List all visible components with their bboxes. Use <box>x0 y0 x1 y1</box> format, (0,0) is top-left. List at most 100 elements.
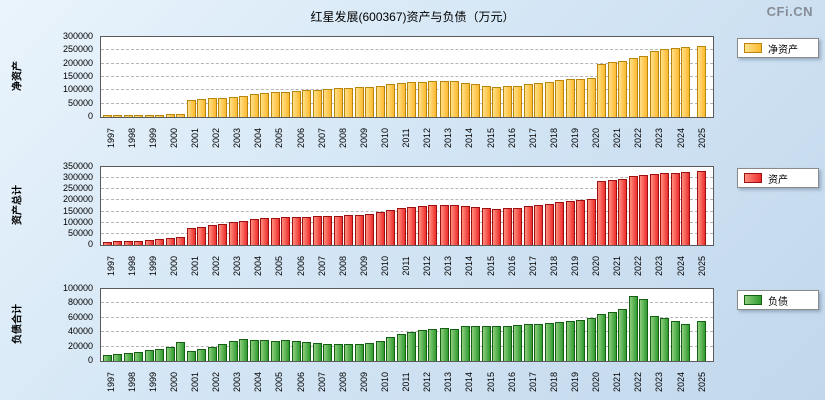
year-bar-group <box>649 37 670 117</box>
year-bar-group <box>102 167 123 245</box>
bar <box>418 330 428 361</box>
x-tick-label: 2022 <box>633 127 644 149</box>
bar <box>344 344 354 361</box>
year-bar-group <box>628 37 649 117</box>
x-tick-label: 2024 <box>675 371 686 393</box>
x-tick-label: 2002 <box>211 371 222 393</box>
x-tick-cell: 2020 <box>586 362 607 400</box>
legend-liabilities: 负债 <box>737 290 819 310</box>
bar <box>281 340 291 361</box>
year-bar-group <box>544 289 565 361</box>
bar <box>512 325 522 361</box>
year-bar-group <box>165 289 186 361</box>
bar <box>397 334 407 361</box>
bar <box>197 99 207 117</box>
y-tick-label: 100000 <box>62 283 93 293</box>
x-tick-label: 2002 <box>211 127 222 149</box>
bar <box>554 80 564 117</box>
x-tick-label: 2017 <box>527 255 538 277</box>
legend-net-assets: 净资产 <box>737 38 819 58</box>
bar <box>575 200 585 245</box>
legend-assets: 资产 <box>737 168 819 188</box>
year-bar-group <box>649 167 670 245</box>
bar <box>124 353 134 361</box>
x-tick-label: 2018 <box>548 255 559 277</box>
bar <box>103 241 113 245</box>
x-tick-label: 2019 <box>569 127 580 149</box>
x-tick-cell: 2001 <box>184 362 205 400</box>
x-tick-label: 2016 <box>506 127 517 149</box>
x-tick-cell: 2014 <box>459 362 480 400</box>
bar <box>239 339 249 361</box>
year-bar-group <box>165 37 186 117</box>
x-tick-cell: 1998 <box>121 246 142 286</box>
x-tick-cell: 2022 <box>628 362 649 400</box>
bar <box>512 207 522 245</box>
year-bar-group <box>270 37 291 117</box>
bar <box>533 324 543 361</box>
cfi-logo[interactable]: CFi.CN <box>766 4 813 19</box>
gridline <box>101 177 713 179</box>
bar <box>197 349 207 361</box>
x-tick-cell: 2025 <box>691 246 712 286</box>
bar <box>208 346 218 361</box>
year-bar-group <box>291 167 312 245</box>
x-tick-label: 2019 <box>569 371 580 393</box>
bar <box>145 239 155 245</box>
x-tick-label: 2001 <box>189 371 200 393</box>
gridline <box>101 188 713 190</box>
x-tick-label: 1999 <box>147 127 158 149</box>
year-bar-group <box>417 167 438 245</box>
year-bar-group <box>691 37 712 117</box>
x-tick-cell: 2004 <box>248 362 269 400</box>
bar <box>281 91 291 117</box>
year-bar-group <box>670 37 691 117</box>
x-tick-cell: 2003 <box>227 118 248 158</box>
year-bar-group <box>333 167 354 245</box>
year-bar-group <box>228 167 249 245</box>
bar <box>460 205 470 245</box>
year-bar-group <box>333 289 354 361</box>
bar <box>134 240 144 245</box>
legend-label: 资产 <box>768 174 788 186</box>
bar <box>586 78 596 117</box>
year-bar-group <box>607 289 628 361</box>
bar <box>334 344 344 361</box>
bar <box>302 342 312 361</box>
x-tick-label: 2014 <box>464 255 475 277</box>
year-bar-group <box>586 37 607 117</box>
x-tick-label: 2009 <box>358 255 369 277</box>
x-tick-cell: 2009 <box>353 362 374 400</box>
bar <box>302 216 312 245</box>
x-tick-label: 2007 <box>316 127 327 149</box>
x-tick-label: 2023 <box>654 371 665 393</box>
bar <box>586 199 596 245</box>
bar <box>659 317 669 361</box>
legend-swatch <box>744 173 762 183</box>
x-tick-cell: 2022 <box>628 118 649 158</box>
year-bar-group <box>481 289 502 361</box>
bar <box>134 352 144 361</box>
net-assets-chart: 净资产 0 50000 100000 150000 200000 250000 300000… <box>0 31 825 160</box>
x-tick-cell: 2008 <box>332 118 353 158</box>
x-tick-cell: 2008 <box>332 246 353 286</box>
year-bar-group <box>544 167 565 245</box>
bars-container <box>101 37 713 117</box>
year-bar-group <box>228 37 249 117</box>
year-bar-group <box>544 37 565 117</box>
x-tick-label: 2016 <box>506 371 517 393</box>
bar <box>628 57 638 117</box>
year-bar-group <box>691 167 712 245</box>
y-tick-label: 0 <box>87 239 93 249</box>
bar <box>638 174 648 245</box>
x-tick-label: 2014 <box>464 371 475 393</box>
bar <box>187 350 197 361</box>
y-tick-label: 50000 <box>67 97 93 108</box>
year-bar-group <box>375 289 396 361</box>
x-tick-label: 2018 <box>548 127 559 149</box>
x-axis-labels: 1997 1998 1999 2000 2001 2002 2003 2004 2005 2006… <box>100 362 712 400</box>
x-tick-label: 2024 <box>675 127 686 149</box>
x-tick-cell: 2003 <box>227 246 248 286</box>
year-bar-group <box>102 37 123 117</box>
year-bar-group <box>481 37 502 117</box>
